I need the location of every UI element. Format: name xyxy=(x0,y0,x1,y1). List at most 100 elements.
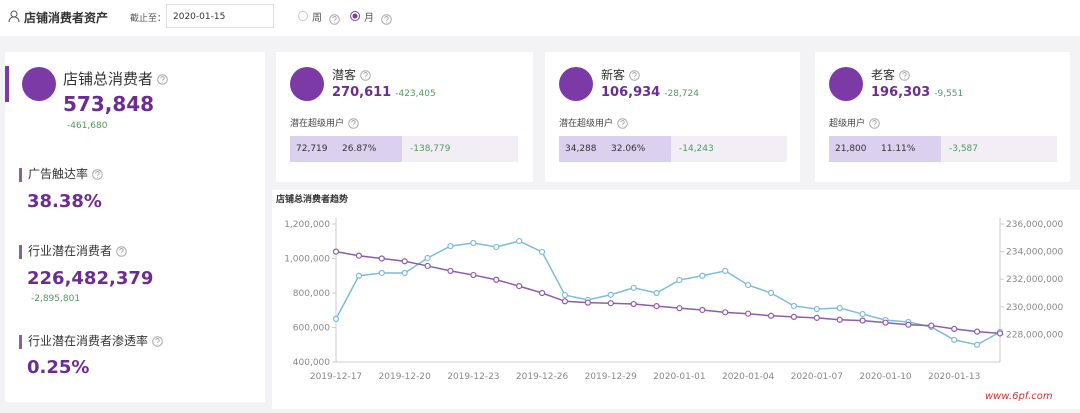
point xyxy=(355,252,362,259)
card-value: 196,303 -9,551 xyxy=(871,85,963,100)
point xyxy=(584,299,591,306)
help-icon[interactable] xyxy=(329,14,340,25)
total-label: 店铺总消费者 xyxy=(63,68,168,89)
sub-pct: 11.11% xyxy=(881,136,941,162)
chart-title: 店铺总消费者趋势 xyxy=(276,193,348,205)
help xyxy=(377,9,392,28)
x-tick-label: 2019-12-17 xyxy=(310,372,362,382)
industry-label: 行业潜在消费者 xyxy=(19,242,127,259)
penetration-value: 0.25% xyxy=(27,357,90,378)
help-icon[interactable] xyxy=(348,118,359,129)
point xyxy=(332,315,340,322)
sub-value: 21,800 xyxy=(829,136,881,162)
x-tick-label: 2019-12-26 xyxy=(516,372,569,382)
change: -423,405 xyxy=(395,89,436,99)
radio[interactable] xyxy=(350,11,360,21)
radio[interactable] xyxy=(298,11,308,21)
sub-pct: 32.06% xyxy=(611,136,671,162)
text: 广告触达率 xyxy=(28,167,89,181)
point xyxy=(401,269,408,277)
chart-panel: 店铺总消费者趋势 400,000 600,000 800,000 1,000,000 1… xyxy=(272,190,1080,409)
point xyxy=(699,306,706,314)
point xyxy=(813,305,820,313)
x-tick-label: 2019-12-29 xyxy=(585,372,638,382)
x-tick-label: 2020-01-13 xyxy=(928,372,980,382)
header: 店铺消费者资产 截止至： 2020-01-15 周 月 xyxy=(0,0,1080,36)
help-icon[interactable] xyxy=(92,169,103,180)
point xyxy=(790,313,798,320)
point xyxy=(447,267,454,275)
point xyxy=(538,289,546,297)
sub-label: 超级用户 xyxy=(829,116,880,129)
date-input[interactable]: 2020-01-15 xyxy=(166,4,274,28)
point xyxy=(951,325,958,332)
change: -28,724 xyxy=(664,89,699,99)
point xyxy=(470,271,477,279)
text: 店铺总消费者 xyxy=(63,70,154,88)
sub-change: -14,243 xyxy=(679,144,714,154)
point xyxy=(905,321,912,328)
text: 潜客 xyxy=(332,68,357,82)
point xyxy=(813,314,820,321)
series-line xyxy=(335,240,1001,346)
radio-label[interactable]: 周 xyxy=(312,13,322,24)
help-icon[interactable] xyxy=(116,246,127,257)
point xyxy=(447,242,454,250)
chart: 店铺总消费者趋势 400,000 600,000 800,000 1,000,000 1… xyxy=(276,193,1064,382)
point xyxy=(355,272,362,279)
point xyxy=(493,243,500,251)
y-tick-label: 800,000 xyxy=(293,289,330,299)
point xyxy=(745,281,752,289)
radio-label[interactable]: 月 xyxy=(364,13,374,24)
point xyxy=(424,254,431,262)
card-label: 新客 xyxy=(601,66,640,83)
point xyxy=(767,289,775,297)
point xyxy=(699,272,706,279)
point xyxy=(767,312,775,319)
point xyxy=(676,276,683,284)
help-icon[interactable] xyxy=(869,118,880,129)
date-label: 截止至： xyxy=(130,14,167,24)
y-tick-label: 1,200,000 xyxy=(284,220,330,230)
help-icon[interactable] xyxy=(152,336,163,347)
card-label: 老客 xyxy=(871,66,910,83)
industry-value: 226,482,379 xyxy=(27,268,154,289)
text: 行业潜在消费者渗透率 xyxy=(28,334,149,348)
text: 超级用户 xyxy=(829,119,866,129)
y2-tick-label: 228,000,000 xyxy=(1006,330,1064,340)
users-icon xyxy=(8,10,20,23)
help-icon[interactable] xyxy=(157,74,168,85)
watermark: www.6pf.com xyxy=(985,391,1053,402)
text: 行业潜在消费者 xyxy=(28,244,113,258)
point xyxy=(378,269,385,277)
y2-tick-label: 230,000,000 xyxy=(1006,303,1064,313)
total-value: 573,848 xyxy=(63,92,155,116)
card: 老客 196,303 -9,551 超级用户 21,800 11.11% -3,587 xyxy=(815,52,1070,182)
y2-tick-label: 236,000,000 xyxy=(1006,220,1064,230)
x-tick-label: 2020-01-04 xyxy=(722,372,775,382)
point xyxy=(516,282,523,290)
sub-pct: 26.87% xyxy=(342,136,402,162)
point xyxy=(561,298,569,305)
help-icon[interactable] xyxy=(899,70,910,81)
series-line xyxy=(335,250,1001,335)
help-icon[interactable] xyxy=(360,70,371,81)
reach-value: 38.38% xyxy=(27,191,102,212)
point xyxy=(653,289,660,297)
point xyxy=(836,316,843,323)
sub-change: -3,587 xyxy=(949,144,979,154)
avatar xyxy=(22,67,56,101)
x-tick-label: 2020-01-01 xyxy=(653,372,705,382)
help-icon[interactable] xyxy=(617,118,628,129)
help-icon[interactable] xyxy=(381,14,392,25)
sub-change: -138,779 xyxy=(410,144,451,154)
x-tick-label: 2019-12-20 xyxy=(379,372,432,382)
help-icon[interactable] xyxy=(629,70,640,81)
point xyxy=(722,309,729,316)
summary-panel: 店铺总消费者 573,848 -461,680 广告触达率 38.38% 行业潜… xyxy=(5,52,265,402)
y2-tick-label: 232,000,000 xyxy=(1006,275,1064,285)
total-change: -461,680 xyxy=(67,121,108,131)
sub-row: 21,800 11.11% -3,587 xyxy=(829,136,1057,162)
text: 潜在超级用户 xyxy=(559,119,614,129)
